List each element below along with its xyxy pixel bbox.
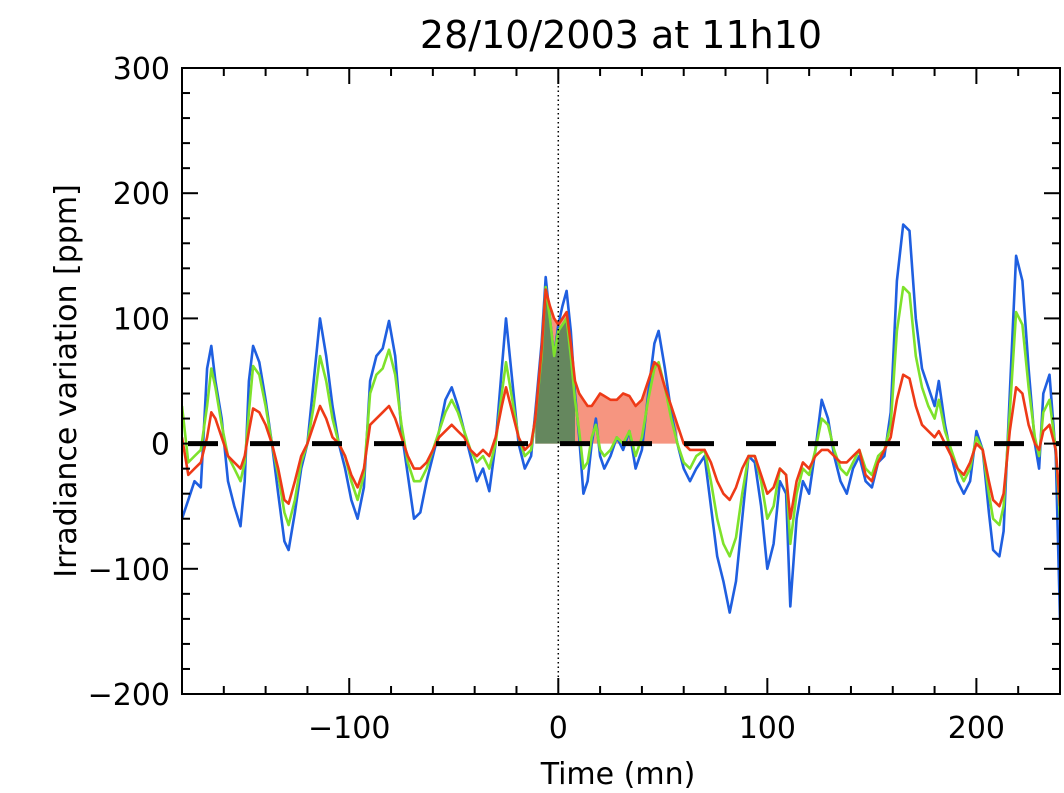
- chart-title: 28/10/2003 at 11h10: [420, 13, 822, 57]
- y-tick-label: 200: [113, 177, 170, 212]
- series-line-1: [182, 223, 1060, 619]
- y-axis-title: Irradiance variation [ppm]: [49, 184, 84, 578]
- x-tick-label: 100: [739, 711, 796, 746]
- y-tick-label: −200: [88, 678, 170, 713]
- plot-frame: [181, 67, 1061, 695]
- series-line-2: [182, 285, 1060, 558]
- x-tick-label: −100: [308, 711, 390, 746]
- flare-shaded-area-green: [535, 287, 576, 444]
- y-tick-label: 0: [151, 428, 170, 463]
- y-tick-label: 300: [113, 52, 170, 87]
- x-tick-label: 0: [549, 711, 568, 746]
- x-axis-title: Time (mn): [540, 757, 696, 792]
- x-tick-label: 200: [948, 711, 1005, 746]
- y-tick-label: 100: [113, 302, 170, 337]
- y-tick-label: −100: [88, 553, 170, 588]
- series-line-3: [182, 288, 1060, 520]
